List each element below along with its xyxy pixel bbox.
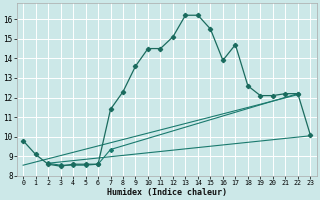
X-axis label: Humidex (Indice chaleur): Humidex (Indice chaleur): [107, 188, 227, 197]
